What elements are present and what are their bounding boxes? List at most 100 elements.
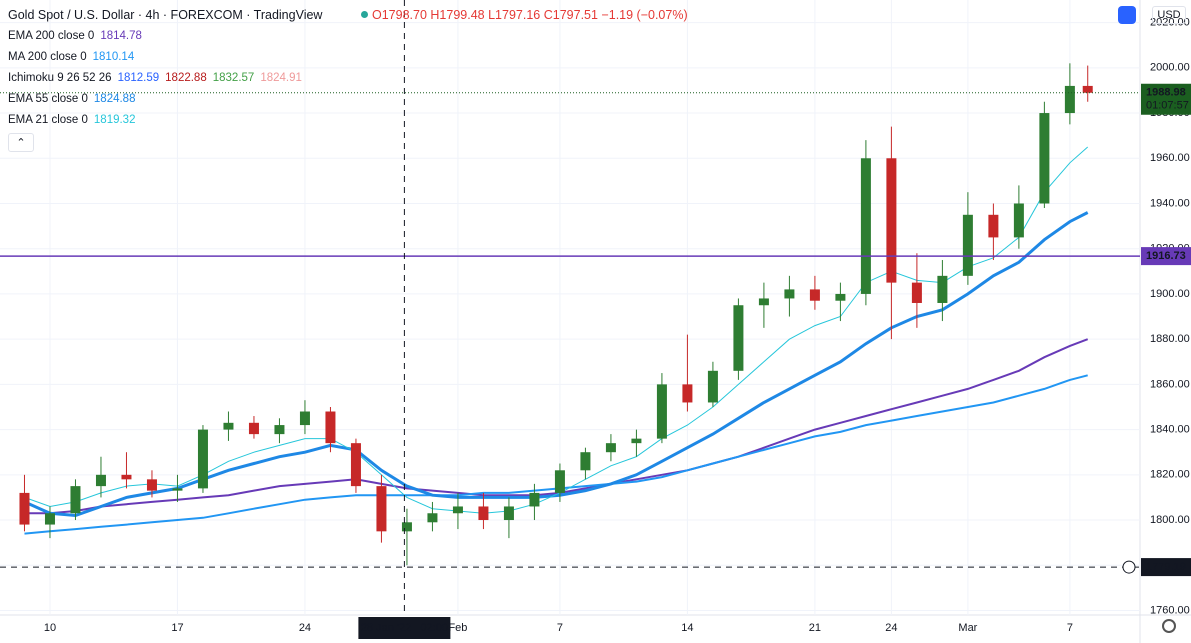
legend-name: EMA 21 close 0 [8,114,88,126]
x-tick-label: 21 [809,622,821,634]
candle-body [580,452,591,471]
candle-body [733,305,744,371]
candle-body [886,158,897,283]
indicator-line [24,146,1089,514]
settings-button[interactable] [1162,619,1176,633]
x-tick-label: 14 [681,622,693,634]
candle-body [1039,113,1050,204]
candle-body [988,214,999,238]
status-dot [361,11,368,18]
candle-body [121,474,132,480]
indicator-line [23,211,1089,518]
y-tick-label: 1900.00 [1150,288,1190,300]
candle-body [146,479,157,491]
hline-label: 1916.73 [1146,250,1186,262]
low: L1797.16 [488,8,541,22]
y-tick-label: 2020.00 [1150,17,1190,29]
legend-name: MA 200 close 0 [8,51,87,63]
crosshair-x-bg [358,617,451,639]
legend-value: 1819.32 [93,114,136,126]
close: C1797.51 [543,8,598,22]
candle-body [44,513,55,525]
y-tick-label: 1960.00 [1150,152,1190,164]
legend-value: 1810.14 [92,51,135,63]
candle-body [1064,85,1075,114]
x-tick-label: 17 [171,622,183,634]
candle-body [656,384,667,439]
candle-body [299,411,310,426]
candle-body [19,492,30,525]
candle-body [707,370,718,403]
screenshot-button[interactable] [1118,6,1136,24]
x-tick-label: Mar [958,622,977,634]
legend-row: MA 200 close 0 1810.14 [8,51,140,63]
legend-name: EMA 55 close 0 [8,93,88,105]
candle-body [376,486,387,532]
crosshair-y-bg [1141,558,1191,577]
candle-body [274,425,285,435]
add-level-icon [1122,560,1136,574]
x-tick-label: 10 [44,622,56,634]
candle-body [809,289,820,301]
candle-body [452,506,463,514]
legend-value: 1824.88 [93,93,136,105]
candle-body [427,513,438,523]
legend-name: EMA 200 close 0 [8,30,95,42]
y-tick-label: 1840.00 [1150,424,1190,436]
candle-body [835,293,846,301]
legend-row: Ichimoku 9 26 52 26 1812.59 1822.88 1832.57… [8,72,308,84]
currency-button[interactable]: USD [1152,6,1186,24]
candle-body [1082,85,1093,93]
collapse-button[interactable]: ⌃ [8,133,34,152]
candle-body [529,492,540,507]
candle-body [248,422,259,435]
ohlc: O1798.70 H1799.48 L1797.16 C1797.51 −1.1… [372,8,688,22]
candle-body [95,474,106,487]
change: −1.19 (−0.07%) [601,8,688,22]
candle-body [1013,203,1024,238]
symbol-title: Gold Spot / U.S. Dollar · 4h · FOREXCOM … [8,8,323,22]
candle-body [401,522,412,532]
x-tick-label: 7 [557,622,563,634]
crosshair-x-label: 28 Jan '22 02:00 [361,622,448,634]
candle-body [478,506,489,521]
candle-body [784,289,795,299]
hline-label-bg [1141,247,1191,266]
legend-name: Ichimoku 9 26 52 26 [8,72,112,84]
open: O1798.70 [372,8,427,22]
x-tick-label: 7 [1067,622,1073,634]
candle-body [860,158,871,294]
candle-body [197,429,208,489]
last-price-label: 1988.98 [1146,87,1186,99]
x-tick-label: Feb [448,622,467,634]
y-tick-label: 1880.00 [1150,333,1190,345]
candle-body [937,275,948,303]
candle-body [682,384,693,403]
candle-body [758,298,769,306]
candle-body [223,422,234,430]
legend-value: 1824.91 [260,72,302,84]
candle-body [503,506,514,521]
candle-body [350,443,361,487]
x-tick-label: 24 [299,622,311,634]
y-tick-label: 1940.00 [1150,197,1190,209]
candle-body [172,488,183,491]
candle-body [70,486,81,514]
last-price-bg [1141,83,1191,115]
y-tick-label: 1860.00 [1150,378,1190,390]
candle-body [631,438,642,444]
legend-row: EMA 55 close 0 1824.88 [8,93,141,105]
y-tick-label: 1760.00 [1150,604,1190,616]
y-tick-label: 1800.00 [1150,514,1190,526]
candle-body [554,470,565,493]
high: H1799.48 [430,8,485,22]
legend-value: 1814.78 [100,30,142,42]
legend-row: EMA 21 close 0 1819.32 [8,114,141,126]
candle-body [325,411,336,444]
legend-value: 1832.57 [212,72,255,84]
legend-value: 1812.59 [117,72,160,84]
x-tick-label: 24 [885,622,897,634]
candle-body [605,443,616,453]
y-tick-label: 1820.00 [1150,469,1190,481]
